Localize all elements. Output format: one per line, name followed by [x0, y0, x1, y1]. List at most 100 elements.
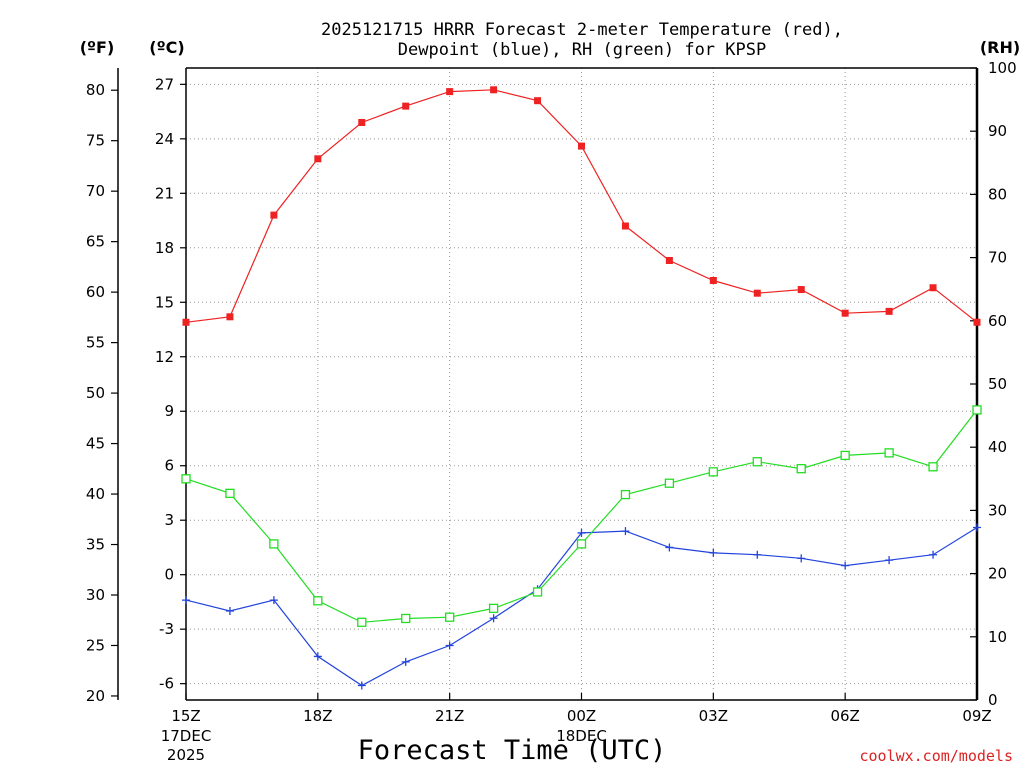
x-axis-title: Forecast Time (UTC) — [358, 735, 667, 766]
temperature-point — [797, 286, 805, 294]
fahrenheit-tick-label: 70 — [86, 182, 105, 200]
temperature-point — [182, 318, 190, 326]
temperature-point — [621, 222, 629, 230]
rh-point — [928, 462, 938, 472]
dewpoint-point — [709, 548, 718, 557]
temperature-point — [446, 88, 454, 96]
dewpoint-point — [577, 528, 586, 537]
fahrenheit-tick-label: 35 — [86, 536, 105, 554]
dewpoint-point — [929, 550, 938, 559]
rh-point — [313, 596, 323, 606]
dewpoint-point — [313, 652, 322, 661]
x-tick-label: 21Z — [435, 707, 464, 725]
celsius-tick-label: 18 — [155, 239, 174, 257]
fahrenheit-tick-label: 80 — [86, 81, 105, 99]
dewpoint-point — [401, 657, 410, 666]
chart-title-line-2: Dewpoint (blue), RH (green) for KPSP — [398, 40, 766, 60]
rh-point — [181, 474, 191, 484]
data-series — [181, 86, 982, 690]
x-tick-label: 00Z — [567, 707, 596, 725]
x-tick-date-label: 18DEC — [556, 727, 607, 745]
fahrenheit-tick-label: 25 — [86, 636, 105, 654]
temperature-point — [314, 155, 322, 163]
temperature-point — [665, 257, 673, 265]
temperature-point — [358, 118, 366, 126]
rh-point — [796, 464, 806, 474]
dewpoint-point — [841, 561, 850, 570]
dewpoint-point — [797, 554, 806, 563]
dewpoint-point — [269, 596, 278, 605]
rh-point — [488, 603, 499, 614]
rh-unit-label: (RH) — [980, 38, 1020, 57]
rh-tick-label: 30 — [988, 501, 1007, 519]
dewpoint-point — [885, 556, 894, 565]
rh-point — [840, 450, 850, 461]
x-tick-year-label: 2025 — [167, 746, 205, 764]
temperature-point — [929, 284, 937, 292]
fahrenheit-tick-label: 20 — [86, 687, 105, 705]
dewpoint-point — [621, 527, 630, 536]
rh-point — [708, 467, 718, 477]
celsius-tick-label: -3 — [159, 620, 174, 638]
temperature-point — [534, 97, 542, 105]
fahrenheit-tick-label: 45 — [86, 435, 105, 453]
temperature-point — [753, 289, 761, 297]
dewpoint-point — [489, 614, 498, 623]
celsius-tick-label: 0 — [164, 566, 174, 584]
rh-tick-label: 20 — [988, 565, 1007, 583]
celsius-tick-label: 12 — [155, 348, 174, 366]
temperature-point — [841, 309, 849, 317]
x-tick-label: 09Z — [962, 707, 991, 725]
x-tick-label: 06Z — [830, 707, 859, 725]
rh-tick-label: 100 — [988, 59, 1017, 77]
rh-tick-label: 90 — [988, 122, 1007, 140]
fahrenheit-tick-label: 30 — [86, 586, 105, 604]
temperature-point — [885, 307, 893, 315]
x-tick-label: 15Z — [171, 707, 200, 725]
celsius-tick-label: 21 — [155, 184, 174, 202]
x-tick-label: 03Z — [699, 707, 728, 725]
dewpoint-point — [753, 550, 762, 559]
celsius-tick-label: 9 — [164, 402, 174, 420]
credit-text: coolwx.com/models — [859, 747, 1013, 765]
rh-point — [620, 489, 631, 500]
celsius-unit-label: (ºC) — [149, 38, 184, 57]
chart-title-line-1: 2025121715 HRRR Forecast 2-meter Tempera… — [321, 20, 843, 40]
rh-tick-label: 70 — [988, 249, 1007, 267]
dewpoint-point — [357, 681, 366, 690]
fahrenheit-tick-label: 65 — [86, 233, 105, 251]
rh-tick-label: 50 — [988, 375, 1007, 393]
fahrenheit-tick-label: 75 — [86, 132, 105, 150]
dewpoint-point — [445, 641, 454, 650]
rh-point — [225, 488, 235, 498]
rh-tick-label: 0 — [988, 691, 998, 709]
celsius-tick-label: 27 — [155, 75, 174, 93]
rh-point — [972, 405, 982, 415]
rh-tick-label: 80 — [988, 185, 1007, 203]
temperature-point — [490, 86, 498, 94]
fahrenheit-tick-label: 60 — [86, 283, 105, 301]
rh-point — [269, 539, 279, 549]
rh-point — [357, 617, 367, 627]
temperature-point — [402, 102, 410, 110]
temperature-point — [270, 211, 278, 219]
rh-point — [664, 478, 675, 488]
rh-tick-label: 40 — [988, 438, 1007, 456]
rh-point — [401, 613, 411, 624]
fahrenheit-tick-label: 50 — [86, 384, 105, 402]
x-tick-label: 18Z — [303, 707, 332, 725]
celsius-tick-label: 6 — [164, 457, 174, 475]
dewpoint-point — [973, 523, 981, 532]
celsius-tick-label: 3 — [164, 511, 174, 529]
rh-point — [445, 612, 455, 622]
celsius-tick-label: -6 — [159, 675, 174, 693]
dewpoint-point — [665, 543, 674, 552]
fahrenheit-unit-label: (ºF) — [80, 38, 115, 57]
celsius-tick-label: 15 — [155, 293, 174, 311]
rh-point — [884, 448, 894, 458]
dewpoint-point — [225, 607, 234, 616]
x-tick-date-label: 17DEC — [161, 727, 212, 745]
rh-point — [752, 457, 762, 467]
fahrenheit-tick-label: 55 — [86, 334, 105, 352]
